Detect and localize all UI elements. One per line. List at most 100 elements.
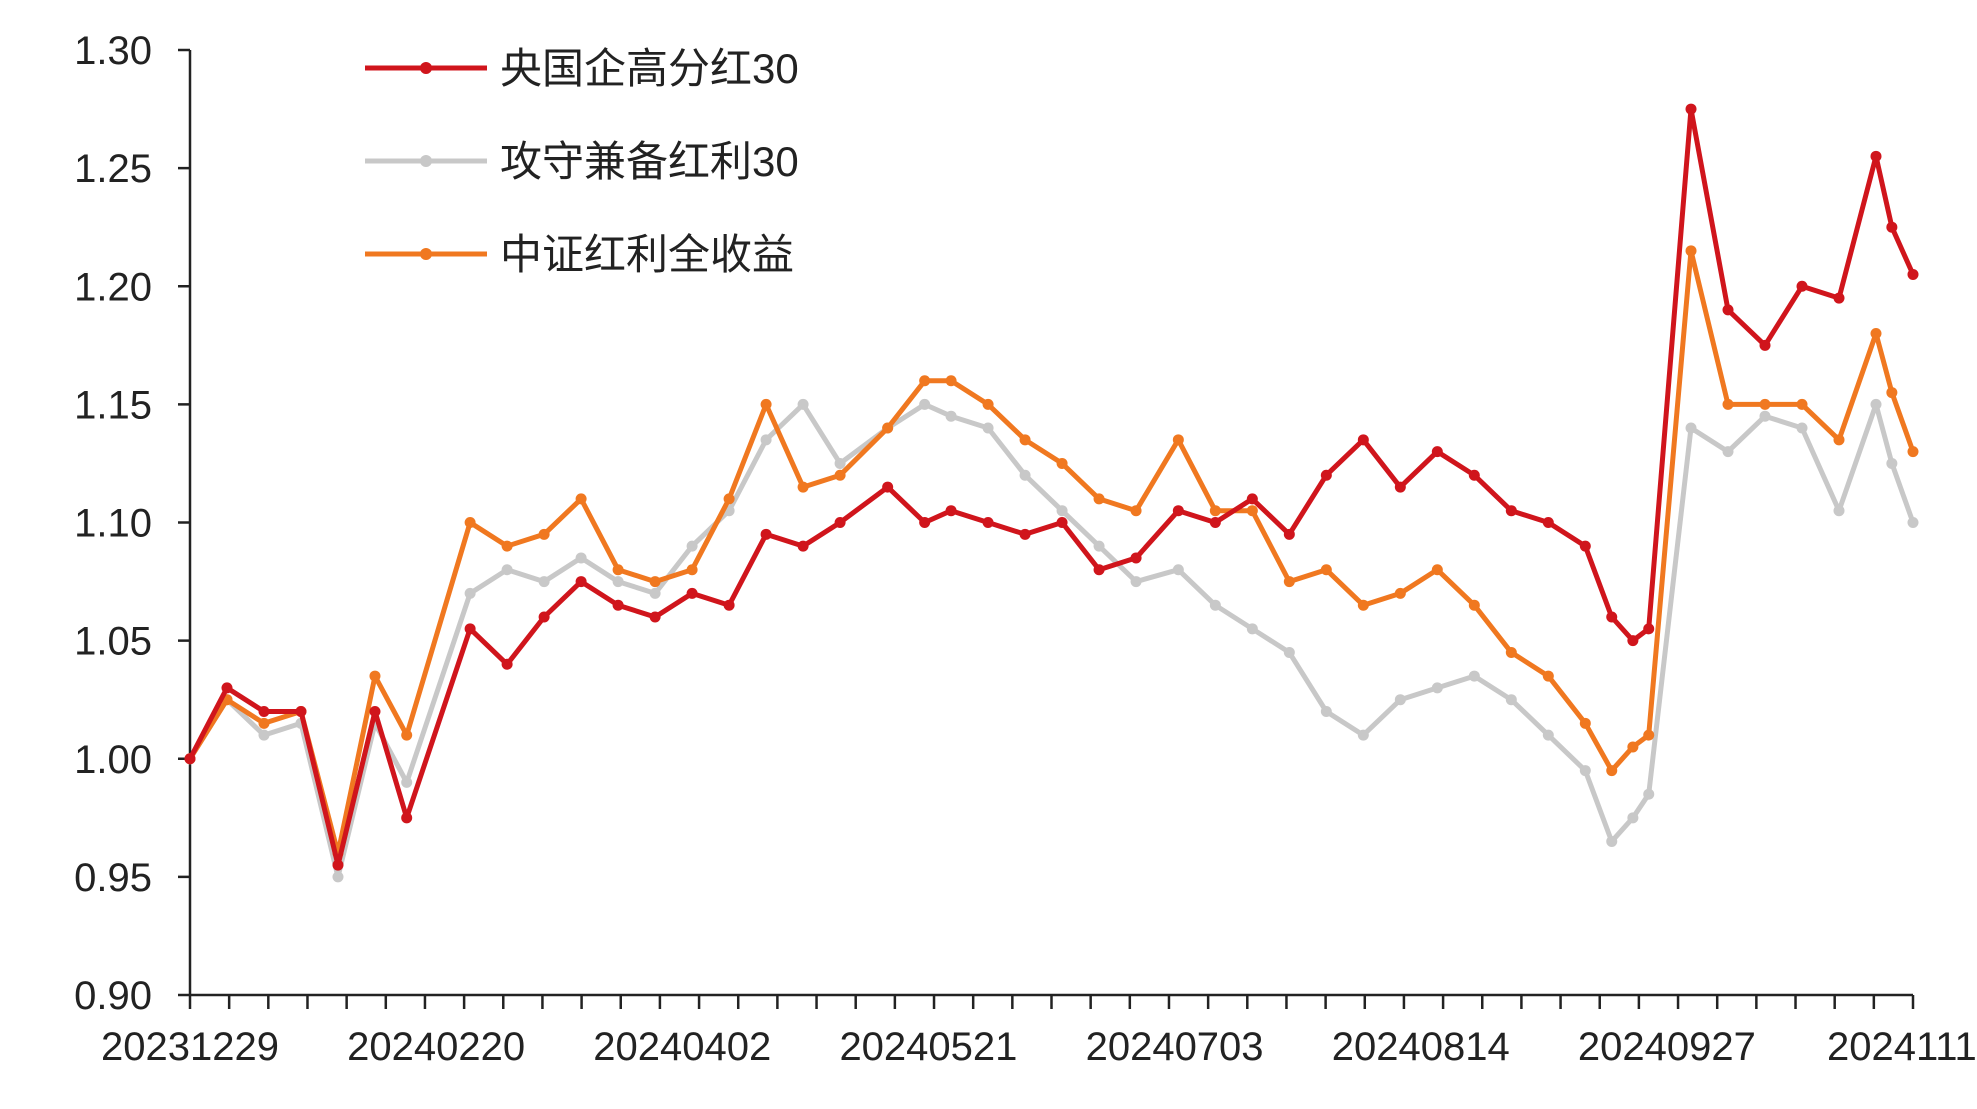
data-point	[1130, 576, 1142, 588]
data-point	[1283, 646, 1295, 658]
data-point	[1505, 646, 1517, 658]
data-point	[1685, 245, 1697, 257]
data-point	[834, 457, 846, 469]
data-point	[1685, 103, 1697, 115]
data-point	[401, 812, 413, 824]
data-point	[1505, 505, 1517, 517]
data-point	[1722, 446, 1734, 458]
data-point	[575, 552, 587, 564]
data-point	[1722, 398, 1734, 410]
legend-swatch-marker	[420, 155, 432, 167]
series-0	[184, 103, 1919, 871]
data-point	[882, 422, 894, 434]
data-point	[1907, 446, 1919, 458]
data-point	[464, 517, 476, 528]
data-point	[982, 398, 994, 410]
legend-label: 中证红利全收益	[500, 231, 794, 278]
data-point	[760, 528, 772, 540]
data-point	[1209, 599, 1221, 611]
x-tick-label: 20241115	[1827, 1025, 1977, 1069]
data-point	[1019, 469, 1031, 481]
data-point	[501, 658, 513, 670]
y-tick-label: 1.25	[74, 147, 152, 191]
data-point	[882, 481, 894, 493]
data-point	[612, 576, 624, 588]
data-point	[221, 682, 233, 694]
data-point	[797, 398, 809, 410]
data-point	[1246, 623, 1258, 635]
data-point	[1796, 280, 1808, 292]
data-point	[1431, 564, 1443, 576]
data-point	[919, 517, 931, 528]
data-point	[464, 587, 476, 599]
data-point	[723, 493, 735, 505]
data-point	[1468, 469, 1480, 481]
data-point	[1172, 564, 1184, 576]
x-tick-label: 20231229	[101, 1025, 279, 1069]
data-point	[1320, 706, 1332, 717]
data-point	[1643, 788, 1655, 800]
data-point	[1019, 528, 1031, 540]
y-tick-label: 1.05	[74, 620, 152, 664]
legend: 央国企高分红30 攻守兼备红利30 中证红利全收益	[365, 45, 799, 278]
data-point	[760, 434, 772, 446]
data-point	[1468, 599, 1480, 611]
data-point	[1542, 729, 1554, 741]
data-point	[1246, 493, 1258, 505]
data-point	[1130, 552, 1142, 564]
data-point	[1796, 422, 1808, 434]
x-tick-label: 20240927	[1578, 1025, 1756, 1069]
data-point	[649, 611, 661, 623]
data-point	[612, 599, 624, 611]
y-tick-label: 1.15	[74, 383, 152, 427]
data-point	[649, 576, 661, 588]
data-point	[982, 422, 994, 434]
data-point	[1394, 694, 1406, 706]
data-point	[686, 587, 698, 599]
series-2	[184, 245, 1919, 859]
data-point	[1320, 469, 1332, 481]
data-point	[1093, 493, 1105, 505]
data-point	[538, 576, 550, 588]
legend-label: 攻守兼备红利30	[500, 138, 799, 185]
data-point	[723, 599, 735, 611]
data-point	[1886, 387, 1898, 399]
data-point	[1643, 623, 1655, 635]
data-point	[797, 540, 809, 552]
legend-item: 攻守兼备红利30	[365, 138, 799, 185]
data-point	[1172, 505, 1184, 517]
x-tick-label: 20240220	[347, 1025, 525, 1069]
data-point	[1394, 587, 1406, 599]
data-point	[538, 611, 550, 623]
data-point	[1627, 635, 1639, 647]
data-point	[945, 505, 957, 517]
data-point	[1093, 540, 1105, 552]
y-tick-label: 0.95	[74, 856, 152, 900]
data-point	[834, 517, 846, 528]
data-point	[1796, 398, 1808, 410]
data-point	[1542, 670, 1554, 682]
data-point	[1833, 292, 1845, 304]
data-point	[919, 375, 931, 387]
data-point	[1579, 717, 1591, 729]
data-point	[1643, 729, 1655, 741]
y-tick-label: 1.10	[74, 502, 152, 546]
data-point	[797, 481, 809, 493]
data-point	[649, 587, 661, 599]
data-point	[1685, 422, 1697, 434]
data-point	[575, 576, 587, 588]
data-point	[1870, 328, 1882, 339]
data-point	[258, 706, 270, 717]
data-point	[1627, 812, 1639, 824]
data-point	[612, 564, 624, 576]
x-tick-label: 20240521	[839, 1025, 1017, 1069]
data-point	[1579, 765, 1591, 777]
data-point	[1579, 540, 1591, 552]
data-point	[1870, 398, 1882, 410]
data-point	[1320, 564, 1332, 576]
data-point	[258, 729, 270, 741]
data-point	[1209, 517, 1221, 528]
data-point	[1019, 434, 1031, 446]
